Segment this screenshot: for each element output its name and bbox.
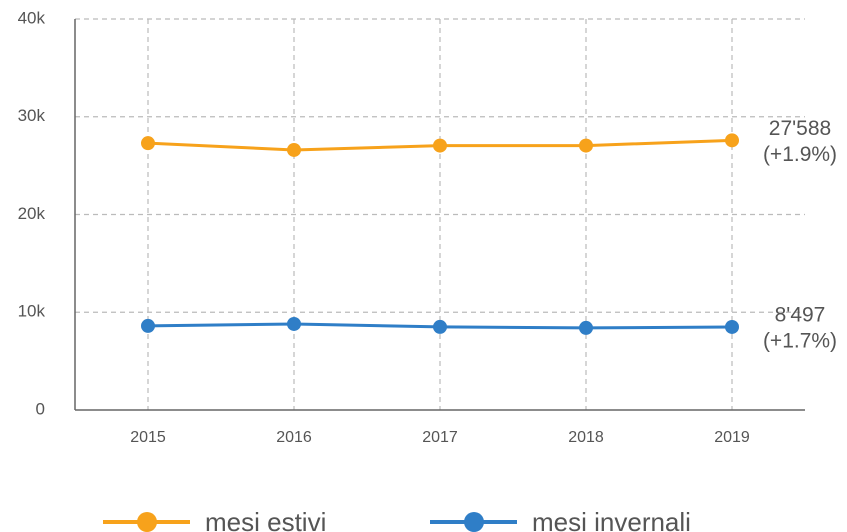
change-label: (+1.7%) bbox=[763, 329, 837, 352]
legend-label: mesi estivi bbox=[205, 507, 326, 532]
x-tick-label: 2015 bbox=[130, 429, 166, 446]
y-tick-label: 10k bbox=[18, 302, 46, 321]
y-tick-label: 0 bbox=[36, 399, 45, 418]
x-tick-label: 2016 bbox=[276, 429, 312, 446]
data-point bbox=[433, 138, 447, 153]
legend-label: mesi invernali bbox=[532, 507, 691, 532]
data-point bbox=[725, 319, 739, 334]
value-label: 8'497 bbox=[775, 303, 826, 326]
change-label: (+1.9%) bbox=[763, 143, 837, 166]
data-point bbox=[287, 142, 301, 157]
data-point bbox=[579, 320, 593, 335]
x-tick-label: 2018 bbox=[568, 429, 604, 446]
y-tick-label: 40k bbox=[18, 8, 46, 27]
value-label: 27'588 bbox=[769, 117, 831, 140]
data-point bbox=[141, 318, 155, 333]
data-point bbox=[579, 138, 593, 153]
data-point bbox=[433, 319, 447, 334]
data-point bbox=[141, 136, 155, 151]
legend-marker bbox=[137, 512, 157, 532]
legend-marker bbox=[464, 512, 484, 532]
y-tick-label: 30k bbox=[18, 106, 46, 125]
x-tick-label: 2017 bbox=[422, 429, 458, 446]
x-tick-label: 2019 bbox=[714, 429, 750, 446]
y-tick-label: 20k bbox=[18, 204, 46, 223]
data-point bbox=[287, 316, 301, 331]
data-point bbox=[725, 133, 739, 148]
